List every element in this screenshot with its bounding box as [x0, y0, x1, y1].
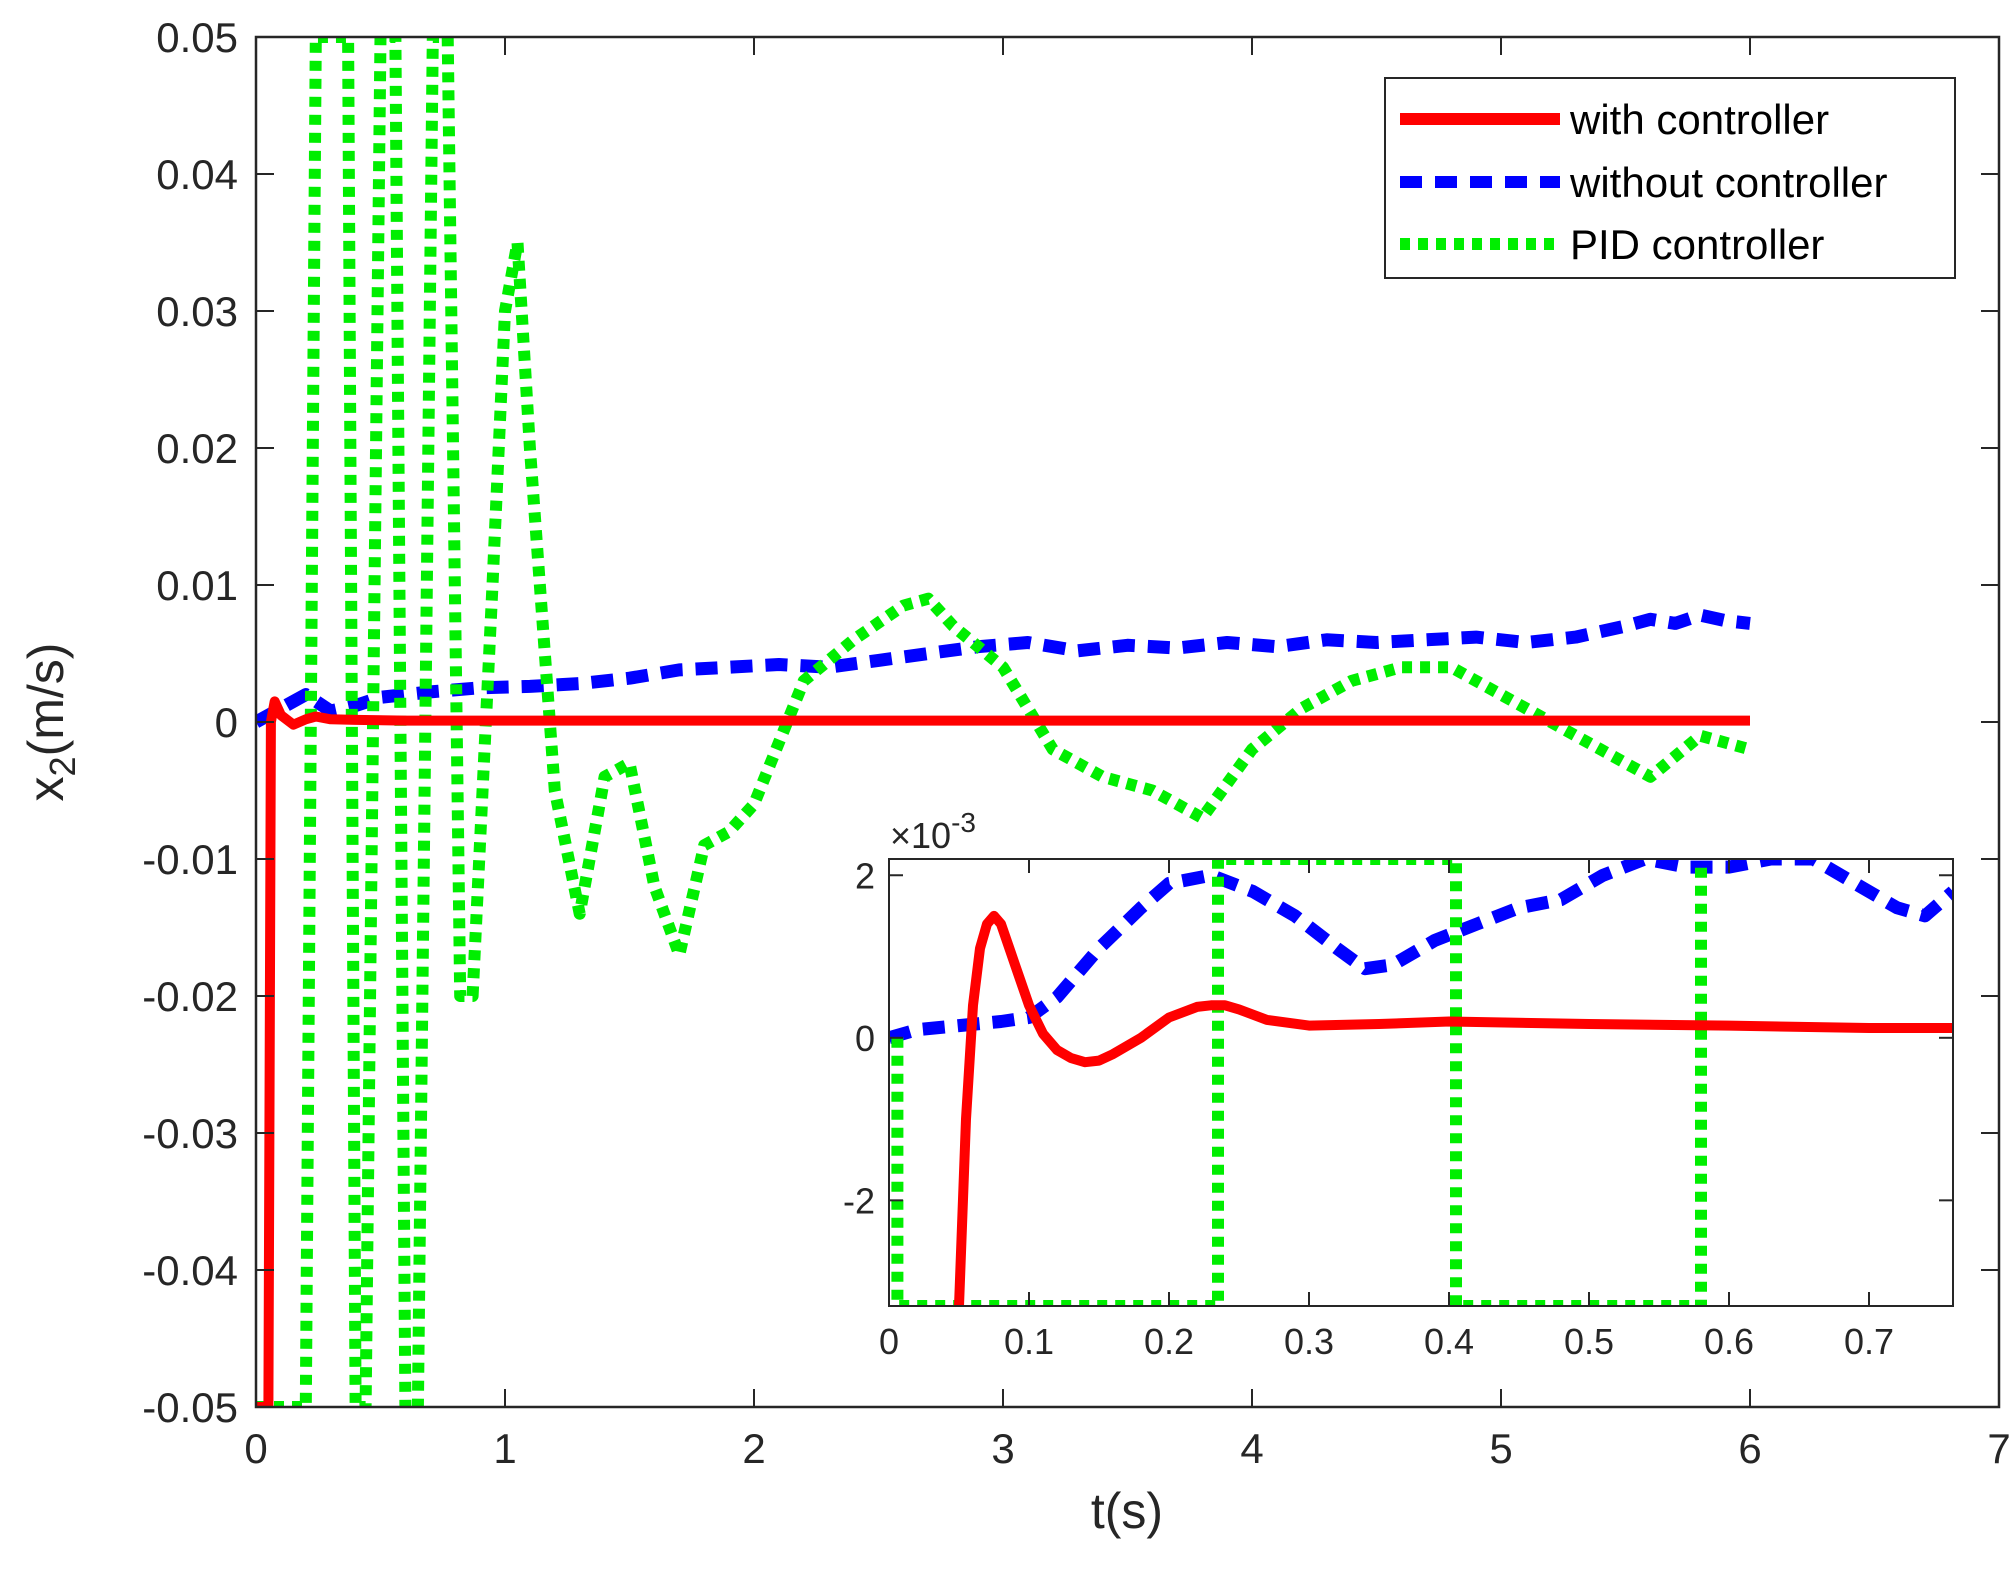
main-series-with-controller — [256, 696, 1750, 1407]
main-series-without-controller — [256, 608, 1751, 728]
inset-exponent-base: ×10 — [890, 815, 951, 856]
inset-x-tick-labels: 0 0.1 0.2 0.3 0.4 0.5 0.6 0.7 — [879, 1321, 1894, 1362]
inset-x-tick-label: 0.1 — [1004, 1321, 1054, 1362]
main-y-tick-label: -0.05 — [142, 1384, 238, 1431]
inset-y-tick-label: 0 — [855, 1018, 875, 1059]
main-y-tick-label: 0.01 — [156, 562, 238, 609]
main-y-tick-label: 0.03 — [156, 288, 238, 335]
inset-y-tick-label: -2 — [843, 1180, 875, 1221]
inset-x-tick-label: 0.3 — [1284, 1321, 1334, 1362]
inset-x-tick-label: 0.2 — [1144, 1321, 1194, 1362]
inset-x-tick-label: 0.4 — [1424, 1321, 1474, 1362]
main-x-tick-label: 1 — [493, 1425, 516, 1472]
main-series-group — [256, 37, 1752, 1407]
inset-series-with-controller — [954, 910, 1953, 1306]
main-y-tick-label: 0.04 — [156, 151, 238, 198]
legend-label-with-controller: with controller — [1569, 96, 1829, 143]
main-plot-frame — [254, 35, 2001, 1409]
main-x-tick-label: 6 — [1738, 1425, 1761, 1472]
main-x-tick-label: 3 — [991, 1425, 1014, 1472]
inset-y-tick-label: 2 — [855, 855, 875, 896]
y-axis-label: x2(m/s) — [18, 643, 83, 802]
inset-exponent-label: ×10-3 — [890, 807, 976, 856]
y-axis-label-subscript: 2 — [42, 756, 83, 776]
main-y-tick-label: 0.05 — [156, 14, 238, 61]
main-y-tick-label: -0.04 — [142, 1247, 238, 1294]
main-y-tick-label: -0.01 — [142, 836, 238, 883]
inset-plot-area — [889, 859, 1953, 1306]
main-y-tick-labels: -0.05 -0.04 -0.03 -0.02 -0.01 0 0.01 0.02 0.03 0.… — [142, 14, 238, 1431]
main-x-tick-label: 5 — [1489, 1425, 1512, 1472]
y-axis-label-base: x — [18, 776, 74, 801]
main-y-tick-label: -0.03 — [142, 1110, 238, 1157]
inset-x-tick-label: 0.7 — [1844, 1321, 1894, 1362]
main-y-tick-label: 0 — [215, 699, 238, 746]
x-axis-label: t(s) — [1091, 1483, 1163, 1539]
legend: with controller without controller PID c… — [1384, 77, 1956, 279]
inset-plot: 0 0.1 0.2 0.3 0.4 0.5 0.6 0.7 -2 0 2 ×10-3 — [843, 807, 1954, 1362]
inset-exponent-power: -3 — [951, 807, 976, 838]
main-x-tick-label: 7 — [1987, 1425, 2010, 1472]
legend-label-without-controller: without controller — [1569, 159, 1887, 206]
main-x-tick-labels: 0 1 2 3 4 5 6 7 — [244, 1425, 2010, 1472]
inset-x-tick-label: 0.6 — [1704, 1321, 1754, 1362]
main-y-tick-label: 0.02 — [156, 425, 238, 472]
inset-x-tick-label: 0.5 — [1564, 1321, 1614, 1362]
inset-plot-frame — [888, 858, 1954, 1307]
inset-y-tick-labels: -2 0 2 — [843, 855, 875, 1221]
inset-series-group — [889, 859, 1953, 1306]
main-series-pid-controller — [256, 37, 1752, 1407]
y-axis-label-unit: (m/s) — [18, 643, 74, 757]
main-y-tick-label: -0.02 — [142, 973, 238, 1020]
main-x-tick-label: 0 — [244, 1425, 267, 1472]
legend-label-pid-controller: PID controller — [1570, 221, 1824, 268]
main-x-tick-label: 4 — [1240, 1425, 1263, 1472]
inset-x-tick-label: 0 — [879, 1321, 899, 1362]
main-x-tick-label: 2 — [742, 1425, 765, 1472]
